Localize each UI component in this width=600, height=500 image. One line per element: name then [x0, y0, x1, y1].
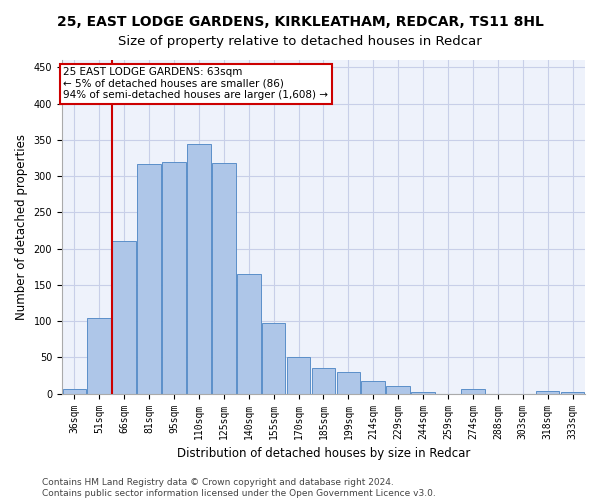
Bar	[137, 164, 161, 394]
Bar	[311, 368, 335, 394]
Bar	[411, 392, 435, 394]
Bar	[112, 242, 136, 394]
Y-axis label: Number of detached properties: Number of detached properties	[15, 134, 28, 320]
Bar	[262, 322, 286, 394]
Bar	[237, 274, 260, 394]
Bar	[88, 318, 111, 394]
Text: 25 EAST LODGE GARDENS: 63sqm
← 5% of detached houses are smaller (86)
94% of sem: 25 EAST LODGE GARDENS: 63sqm ← 5% of det…	[63, 68, 328, 100]
Bar	[561, 392, 584, 394]
Bar	[62, 388, 86, 394]
X-axis label: Distribution of detached houses by size in Redcar: Distribution of detached houses by size …	[177, 447, 470, 460]
Bar	[212, 163, 236, 394]
Bar	[461, 390, 485, 394]
Text: Size of property relative to detached houses in Redcar: Size of property relative to detached ho…	[118, 35, 482, 48]
Bar	[361, 382, 385, 394]
Bar	[337, 372, 360, 394]
Bar	[386, 386, 410, 394]
Bar	[536, 391, 559, 394]
Bar	[162, 162, 186, 394]
Text: Contains HM Land Registry data © Crown copyright and database right 2024.
Contai: Contains HM Land Registry data © Crown c…	[42, 478, 436, 498]
Bar	[287, 358, 310, 394]
Bar	[187, 144, 211, 394]
Text: 25, EAST LODGE GARDENS, KIRKLEATHAM, REDCAR, TS11 8HL: 25, EAST LODGE GARDENS, KIRKLEATHAM, RED…	[56, 15, 544, 29]
